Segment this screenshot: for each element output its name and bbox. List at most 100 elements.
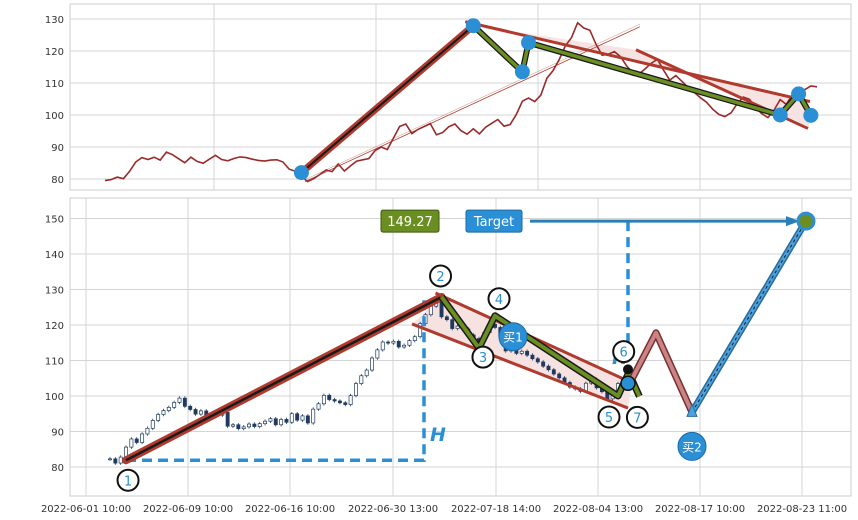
candle-body	[113, 458, 118, 464]
pivot-label: 5	[605, 411, 613, 426]
pivot-label: 6	[620, 346, 628, 361]
y-tick-label: 120	[45, 321, 64, 332]
candle-body	[295, 413, 300, 421]
target-box	[465, 209, 523, 233]
x-tick-label: 2022-08-04 13:00	[553, 504, 643, 515]
value-label: 149.27	[387, 215, 433, 230]
y-tick-label: 120	[45, 47, 64, 58]
x-tick-label: 2022-07-18 14:00	[451, 504, 541, 515]
pivot-marker	[521, 35, 537, 51]
candle-body	[145, 427, 150, 435]
candle-body	[450, 319, 455, 329]
pivot-label: 4	[495, 293, 503, 308]
trend-line-center	[125, 295, 443, 462]
pivot-marker	[791, 86, 807, 102]
candle-body	[348, 395, 353, 405]
pivot-label: 7	[633, 411, 641, 426]
candle-body	[551, 369, 556, 375]
candle-body	[247, 423, 251, 428]
candle-body	[418, 323, 423, 338]
candle-body	[198, 410, 203, 415]
pivot-label: 2	[436, 270, 444, 285]
target-label: Target	[473, 215, 514, 230]
x-tick-label: 2022-08-23 11:00	[757, 504, 847, 515]
y-tick-label: 90	[51, 428, 64, 439]
candle-body	[455, 325, 460, 329]
candle-body	[231, 424, 235, 427]
candle-body	[257, 423, 262, 427]
candle-body	[519, 350, 524, 354]
candle-body	[364, 369, 369, 377]
channel-lower	[411, 322, 629, 410]
x-tick-label: 2022-08-17 10:00	[655, 504, 745, 515]
pivot-marker	[465, 18, 481, 34]
candle-body	[268, 418, 273, 422]
candle-body	[530, 354, 535, 360]
candle-body	[284, 419, 289, 423]
price-line	[104, 21, 818, 183]
y-tick-label: 100	[45, 392, 64, 403]
candle-body	[129, 438, 134, 448]
candle-body	[375, 349, 380, 359]
candle-body	[134, 438, 139, 443]
y-tick-label: 140	[45, 250, 64, 261]
pattern-panel: 80 90 100 110 120 130 140 150 2022-06-01 10:00 20…	[41, 197, 852, 515]
candle-body	[182, 397, 187, 407]
pivot-marker	[803, 107, 819, 123]
candle-body	[337, 400, 342, 404]
pivot-label-circle	[429, 264, 453, 288]
pivot-label-circle	[116, 468, 140, 492]
candle-body	[177, 397, 182, 403]
candle-body	[316, 403, 321, 410]
candle-body	[236, 424, 241, 430]
candle-body	[273, 418, 278, 426]
candle-body	[343, 402, 348, 405]
candle-body	[354, 383, 358, 396]
candle-body	[370, 357, 374, 371]
candle-body	[386, 341, 391, 344]
target-marker	[796, 211, 816, 231]
candle-body	[407, 340, 412, 346]
candle-body	[161, 410, 166, 415]
target-arrow	[786, 216, 800, 227]
x-tick-label: 2022-06-30 13:00	[348, 504, 438, 515]
buy1-label: 买1	[503, 331, 523, 345]
pivot-marker	[772, 107, 788, 123]
y-tick-label: 110	[45, 79, 64, 90]
candle-body	[535, 358, 540, 363]
candle-body	[332, 399, 337, 402]
guide-line	[304, 26, 641, 182]
pivot-label: 1	[124, 474, 132, 489]
candle-body	[444, 316, 449, 321]
candle-body	[279, 419, 284, 426]
pivot-marker	[514, 64, 530, 80]
candle-body	[172, 402, 177, 408]
y-tick-label: 80	[51, 175, 64, 186]
candle-body	[321, 394, 326, 405]
candle-body	[193, 409, 198, 415]
y-tick-label: 130	[45, 286, 64, 297]
projection-down	[626, 330, 694, 414]
candle-body	[252, 423, 257, 427]
candle-body	[359, 375, 364, 384]
candle-body	[402, 344, 407, 348]
y-tick-label: 150	[45, 215, 64, 226]
candle-body	[546, 365, 551, 371]
buy2-label: 买2	[682, 440, 702, 454]
candle-body	[225, 411, 230, 427]
plot-area	[69, 3, 852, 191]
y-tick-label: 130	[45, 15, 64, 26]
projection-up-dash	[691, 220, 807, 413]
candle-body	[525, 350, 530, 356]
candle-body	[150, 420, 155, 429]
pivot-marker	[293, 165, 309, 181]
candle-body	[412, 336, 417, 341]
trend-line-center	[300, 24, 474, 174]
x-tick-label: 2022-06-09 10:00	[143, 504, 233, 515]
y-tick-label: 80	[51, 463, 64, 474]
candle-body	[241, 426, 246, 430]
y-tick-label: 100	[45, 111, 64, 122]
buy2-badge	[677, 431, 707, 461]
pivot-label-circle	[612, 340, 636, 364]
